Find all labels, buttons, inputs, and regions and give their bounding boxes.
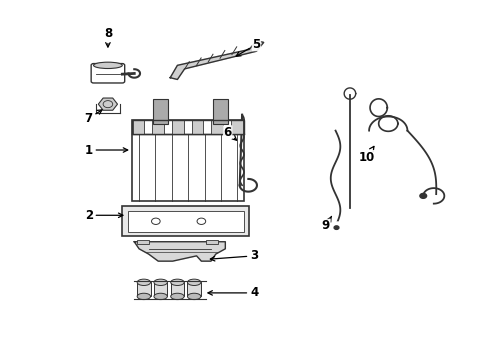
Ellipse shape [137, 293, 150, 300]
Circle shape [328, 222, 344, 233]
Polygon shape [134, 242, 225, 261]
Bar [206, 240, 218, 244]
Text: 2: 2 [84, 209, 122, 222]
Bar [153, 99, 167, 123]
Bar [122, 206, 249, 237]
FancyBboxPatch shape [91, 64, 124, 83]
Ellipse shape [93, 62, 122, 68]
Bar [152, 120, 163, 134]
Text: 3: 3 [210, 249, 258, 262]
Text: 5: 5 [236, 38, 260, 56]
Bar [191, 120, 203, 134]
Polygon shape [170, 41, 263, 80]
Ellipse shape [170, 293, 184, 300]
Text: 1: 1 [84, 144, 127, 157]
Text: 9: 9 [321, 216, 331, 232]
Ellipse shape [137, 279, 150, 285]
Ellipse shape [154, 279, 167, 285]
Bar [133, 120, 144, 134]
Text: 8: 8 [103, 27, 112, 47]
Circle shape [333, 226, 338, 229]
Bar [213, 99, 227, 123]
Ellipse shape [154, 293, 167, 300]
Bar [211, 120, 223, 134]
Bar [154, 282, 167, 296]
Ellipse shape [187, 293, 201, 300]
Bar [128, 211, 243, 232]
Ellipse shape [187, 279, 201, 285]
Bar [187, 282, 201, 296]
Text: 10: 10 [358, 147, 374, 163]
Bar [132, 120, 244, 134]
Bar [170, 282, 184, 296]
Bar [136, 240, 148, 244]
Bar [231, 120, 242, 134]
Text: 4: 4 [207, 287, 258, 300]
Bar [132, 120, 244, 201]
Text: 6: 6 [223, 126, 236, 140]
Bar [172, 120, 183, 134]
Text: 7: 7 [84, 110, 102, 125]
Ellipse shape [170, 279, 184, 285]
Bar [137, 282, 150, 296]
Circle shape [419, 193, 426, 198]
